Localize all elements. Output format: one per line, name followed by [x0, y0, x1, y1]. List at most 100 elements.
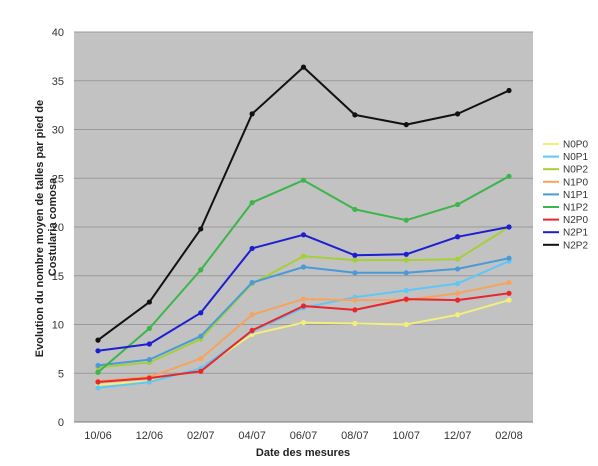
data-point: [146, 379, 152, 385]
data-point: [300, 296, 307, 302]
legend-item-N2P0: N2P0: [543, 215, 588, 226]
data-point: [198, 356, 204, 362]
legend-item-N1P2: N1P2: [543, 203, 588, 214]
y-tick-label: 5: [58, 368, 64, 380]
data-point: [506, 173, 512, 179]
data-point: [455, 312, 461, 318]
data-point: [403, 296, 409, 302]
legend-label: N0P0: [563, 140, 588, 151]
data-point: [95, 379, 101, 385]
x-tick-label: 12/07: [444, 430, 472, 442]
data-point: [352, 320, 358, 327]
data-point: [403, 251, 409, 257]
data-point: [506, 255, 512, 261]
data-point: [403, 321, 409, 328]
data-point: [403, 270, 409, 276]
data-point: [198, 310, 204, 316]
y-axis-title-line-1: Evolution du nombre moyen de talles par …: [34, 100, 46, 357]
legend-item-N0P2: N0P2: [543, 165, 588, 176]
data-point: [198, 333, 204, 339]
legend-item-N0P1: N0P1: [543, 152, 588, 163]
data-point: [198, 267, 204, 273]
x-tick-label: 08/07: [341, 430, 369, 442]
legend-label: N1P0: [563, 177, 588, 188]
data-point: [198, 226, 204, 232]
data-point: [95, 337, 101, 343]
data-point: [455, 297, 461, 303]
data-point: [249, 245, 255, 252]
y-tick-label: 35: [52, 76, 64, 88]
data-point: [403, 257, 409, 263]
data-point: [352, 257, 358, 263]
legend-item-N1P0: N1P0: [543, 177, 588, 188]
y-tick-label: 30: [52, 125, 64, 137]
data-point: [146, 299, 152, 305]
data-point: [506, 224, 512, 230]
series-N2P0: [95, 290, 512, 385]
data-point: [300, 253, 307, 259]
data-point: [455, 111, 461, 117]
legend-item-N2P2: N2P2: [543, 240, 588, 251]
data-point: [403, 122, 409, 128]
data-point: [352, 270, 358, 276]
data-point: [403, 217, 409, 223]
legend-label: N2P1: [563, 228, 588, 239]
y-tick-label: 15: [52, 271, 64, 283]
series-lines: [95, 64, 512, 391]
data-point: [249, 200, 255, 206]
data-point: [455, 280, 461, 287]
data-point: [95, 348, 101, 354]
x-axis-title: Date des mesures: [256, 447, 350, 459]
data-point: [300, 177, 307, 183]
legend-label: N1P2: [563, 203, 588, 214]
data-point: [352, 297, 358, 303]
data-point: [352, 112, 358, 118]
legend-label: N0P2: [563, 165, 588, 176]
data-point: [300, 319, 307, 326]
data-point: [352, 307, 358, 313]
data-point: [506, 87, 512, 94]
data-point: [506, 279, 512, 286]
data-point: [506, 297, 512, 303]
y-axis-ticks: 0 5 10 15 20 25 30 35 40: [52, 27, 64, 429]
data-point: [455, 234, 461, 240]
legend-label: N2P0: [563, 215, 588, 226]
series-N2P2: [95, 64, 512, 343]
legend-label: N1P1: [563, 190, 588, 201]
x-tick-label: 02/07: [187, 430, 215, 442]
x-tick-label: 10/07: [392, 430, 420, 442]
data-point: [249, 327, 255, 333]
y-tick-label: 0: [58, 417, 64, 429]
data-point: [95, 369, 101, 375]
data-point: [455, 266, 461, 272]
data-point: [506, 290, 512, 296]
legend-item-N0P0: N0P0: [543, 140, 588, 151]
y-tick-label: 10: [52, 320, 64, 332]
x-axis-ticks: 10/06 12/06 02/07 04/07 06/07 08/07 10/07 12/07…: [84, 430, 523, 442]
data-point: [352, 206, 358, 213]
data-point: [249, 111, 255, 117]
data-point: [146, 375, 152, 381]
y-tick-label: 40: [52, 27, 64, 39]
data-point: [249, 312, 255, 318]
data-point: [146, 357, 152, 363]
x-tick-label: 10/06: [84, 430, 112, 442]
y-tick-label: 20: [52, 222, 64, 234]
series-N1P2: [95, 173, 512, 375]
data-point: [146, 325, 152, 331]
legend-item-N1P1: N1P1: [543, 190, 588, 201]
data-point: [249, 279, 255, 286]
legend-item-N2P1: N2P1: [543, 228, 588, 239]
data-point: [403, 287, 409, 293]
y-tick-label: 25: [52, 173, 64, 185]
data-point: [300, 264, 307, 270]
data-point: [95, 362, 101, 369]
data-point: [455, 201, 461, 208]
x-tick-label: 12/06: [136, 430, 164, 442]
data-point: [146, 341, 152, 347]
data-point: [198, 368, 204, 374]
x-tick-label: 02/08: [495, 430, 523, 442]
data-point: [95, 385, 101, 391]
